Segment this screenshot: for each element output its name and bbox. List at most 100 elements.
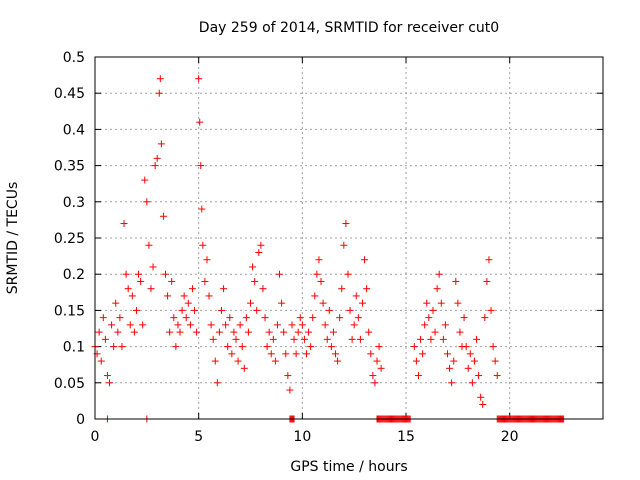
data-point	[151, 162, 159, 170]
data-point	[180, 292, 188, 300]
data-point	[135, 270, 143, 278]
data-point	[186, 321, 194, 329]
data-point	[286, 386, 294, 394]
data-point	[466, 350, 474, 358]
data-point	[441, 321, 449, 329]
y-axis-label: SRMTID / TECUs	[5, 182, 21, 295]
data-point	[491, 357, 499, 365]
data-point	[371, 379, 379, 387]
data-point	[99, 314, 107, 322]
y-tick-label: 0	[76, 412, 85, 428]
data-point	[211, 357, 219, 365]
data-point	[284, 372, 292, 380]
data-point	[170, 314, 178, 322]
data-point	[220, 285, 228, 293]
data-point	[464, 364, 472, 372]
data-point	[414, 372, 422, 380]
data-point	[191, 306, 199, 314]
data-point	[377, 364, 385, 372]
data-point	[431, 328, 439, 336]
data-point	[280, 328, 288, 336]
data-point	[164, 292, 172, 300]
data-point	[456, 328, 464, 336]
chart-title: Day 259 of 2014, SRMTID for receiver cut…	[199, 20, 499, 36]
data-point	[292, 350, 300, 358]
data-point	[106, 379, 114, 387]
data-point	[193, 328, 201, 336]
data-point	[311, 292, 319, 300]
data-point	[247, 299, 255, 307]
data-point	[103, 372, 111, 380]
data-point	[217, 306, 225, 314]
data-point	[143, 198, 151, 206]
data-point	[319, 299, 327, 307]
data-point	[282, 350, 290, 358]
data-point	[477, 393, 485, 401]
data-point	[489, 343, 497, 351]
data-point	[178, 306, 186, 314]
data-point	[161, 270, 169, 278]
data-point	[195, 75, 203, 83]
ticks: 0 0.05 0.1 0.15 0.2 0.25 0.3 0.35 0.4 0.45 0.5 0 5 10…	[54, 50, 603, 445]
data-point	[184, 299, 192, 307]
data-point	[118, 343, 126, 351]
data-point	[249, 263, 257, 271]
data-point	[228, 350, 236, 358]
data-point	[203, 256, 211, 264]
data-point	[352, 292, 360, 300]
data-point	[114, 328, 122, 336]
data-point	[267, 350, 275, 358]
y-tick-label: 0.35	[54, 159, 85, 175]
data-point	[298, 321, 306, 329]
data-point	[344, 270, 352, 278]
data-point	[485, 256, 493, 264]
data-point	[168, 277, 176, 285]
data-point	[166, 328, 174, 336]
data-point	[369, 372, 377, 380]
x-tick-label: 15	[397, 429, 415, 445]
data-point	[276, 270, 284, 278]
data-point	[302, 350, 310, 358]
grid	[95, 57, 603, 419]
data-point	[257, 241, 265, 249]
data-point	[361, 256, 369, 264]
data-point	[446, 364, 454, 372]
data-point	[242, 314, 250, 322]
data-point	[448, 379, 456, 387]
data-point	[336, 314, 344, 322]
data-point	[141, 176, 149, 184]
data-point	[273, 321, 281, 329]
data-point	[493, 372, 501, 380]
data-point	[433, 285, 441, 293]
data-point	[147, 285, 155, 293]
y-tick-label: 0.1	[63, 340, 85, 356]
data-point	[174, 321, 182, 329]
data-point	[323, 335, 331, 343]
data-point	[265, 328, 273, 336]
data-point	[198, 205, 206, 213]
plot-frame	[94, 56, 604, 420]
data-point	[473, 335, 481, 343]
data-point	[288, 321, 296, 329]
data-point	[182, 314, 190, 322]
data-point	[417, 335, 425, 343]
data-point	[110, 343, 118, 351]
data-point	[481, 314, 489, 322]
data-point	[232, 335, 240, 343]
data-point	[176, 328, 184, 336]
data-point	[155, 89, 163, 97]
x-tick-label: 0	[91, 429, 100, 445]
data-point	[253, 306, 261, 314]
data-point	[126, 321, 134, 329]
data-point	[419, 350, 427, 358]
data-point	[294, 328, 302, 336]
data-point	[365, 328, 373, 336]
data-point	[197, 162, 205, 170]
data-point	[340, 241, 348, 249]
data-point	[224, 343, 232, 351]
data-point	[238, 343, 246, 351]
data-point	[342, 220, 350, 228]
data-point	[205, 292, 213, 300]
data-point	[157, 140, 165, 148]
